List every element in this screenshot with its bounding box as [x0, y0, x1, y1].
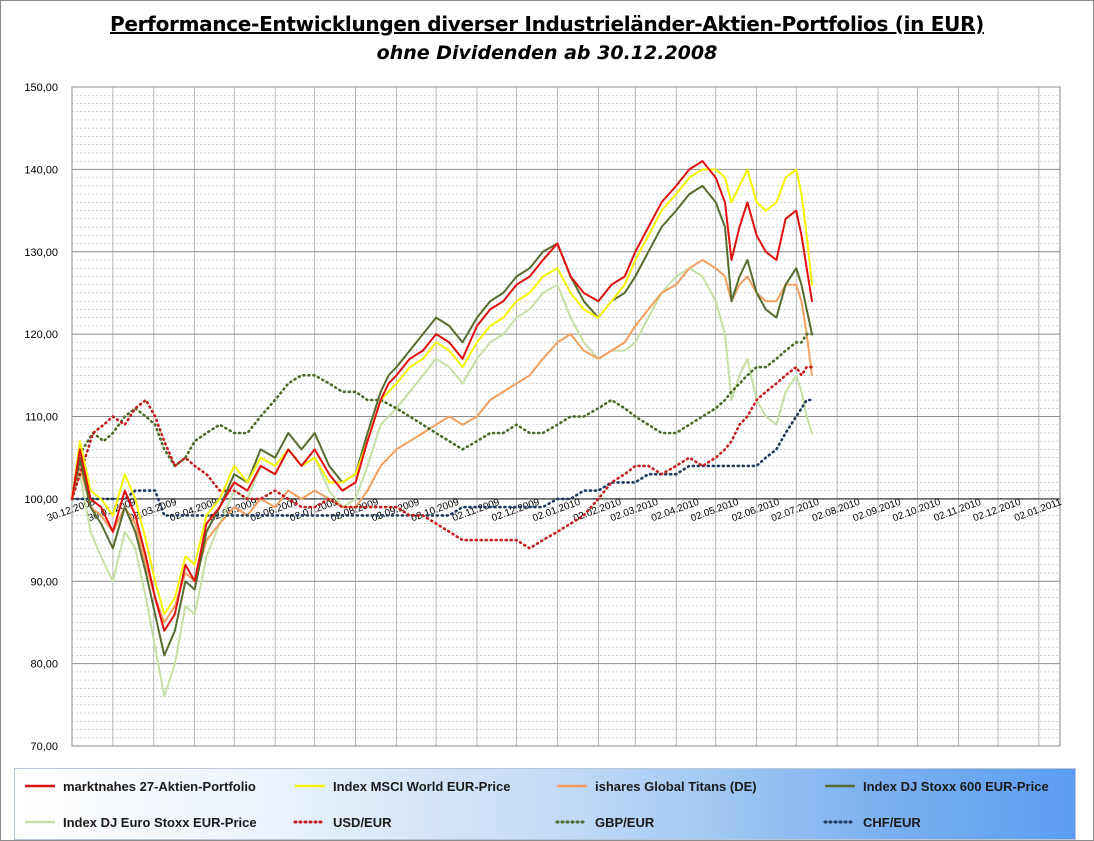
series-line-marktnahes-27-aktien-portfolio — [71, 160, 813, 632]
chart-subtitle: ohne Dividenden ab 30.12.2008 — [376, 42, 718, 64]
series-line-index-msci-world-eur-price — [71, 168, 813, 616]
series-group — [70, 160, 814, 698]
series-line-chf-eur — [70, 398, 814, 517]
y-tick-label: 130,00 — [24, 247, 58, 259]
legend-label: USD/EUR — [333, 814, 392, 830]
series-line-gbp-eur — [70, 332, 814, 501]
legend-item: marktnahes 27-Aktien-Portfolio — [23, 777, 256, 795]
y-tick-label: 140,00 — [24, 164, 58, 176]
legend-swatch — [555, 781, 589, 791]
y-tick-label: 90,00 — [30, 576, 58, 588]
gridlines — [71, 86, 1060, 747]
y-tick-label: 80,00 — [30, 659, 58, 671]
legend-label: ishares Global Titans (DE) — [595, 778, 757, 794]
legend-label: GBP/EUR — [595, 814, 655, 830]
legend-item: GBP/EUR — [555, 813, 654, 831]
y-axis: 70,00 80,00 90,00 100,00 110,00 120,00 130,00 1… — [24, 82, 58, 753]
y-tick-label: 100,00 — [24, 494, 58, 506]
legend-label: Index DJ Euro Stoxx EUR-Price — [63, 814, 257, 830]
legend-item: Index DJ Euro Stoxx EUR-Price — [23, 813, 257, 831]
legend-swatch — [23, 781, 57, 791]
y-tick-label: 150,00 — [24, 82, 58, 94]
legend-item: CHF/EUR — [823, 813, 921, 831]
legend-swatch — [293, 817, 327, 827]
legend-item: ishares Global Titans (DE) — [555, 777, 757, 795]
y-tick-label: 110,00 — [25, 412, 58, 424]
legend-item: Index DJ Stoxx 600 EUR-Price — [823, 777, 1049, 795]
legend-item: USD/EUR — [293, 813, 392, 831]
y-tick-label: 120,00 — [24, 329, 58, 341]
legend-swatch — [23, 817, 57, 827]
legend-label: Index DJ Stoxx 600 EUR-Price — [863, 778, 1049, 794]
series-line-index-dj-euro-stoxx-eur-price — [71, 267, 813, 698]
legend-swatch — [555, 817, 589, 827]
legend-item: Index MSCI World EUR-Price — [293, 777, 510, 795]
series-line-index-dj-stoxx-600-eur-price — [71, 184, 813, 657]
legend-label: Index MSCI World EUR-Price — [333, 778, 511, 794]
series-line-usd-eur — [70, 365, 814, 550]
legend-swatch — [293, 781, 327, 791]
legend: marktnahes 27-Aktien-Portfolio Index MSCI… — [14, 768, 1076, 840]
legend-swatch — [823, 781, 857, 791]
y-tick-label: 70,00 — [30, 741, 58, 753]
legend-label: marktnahes 27-Aktien-Portfolio — [63, 778, 256, 794]
chart-title: Performance-Entwicklungen diverser Indus… — [109, 12, 985, 36]
legend-label: CHF/EUR — [863, 814, 921, 830]
legend-swatch — [823, 817, 857, 827]
